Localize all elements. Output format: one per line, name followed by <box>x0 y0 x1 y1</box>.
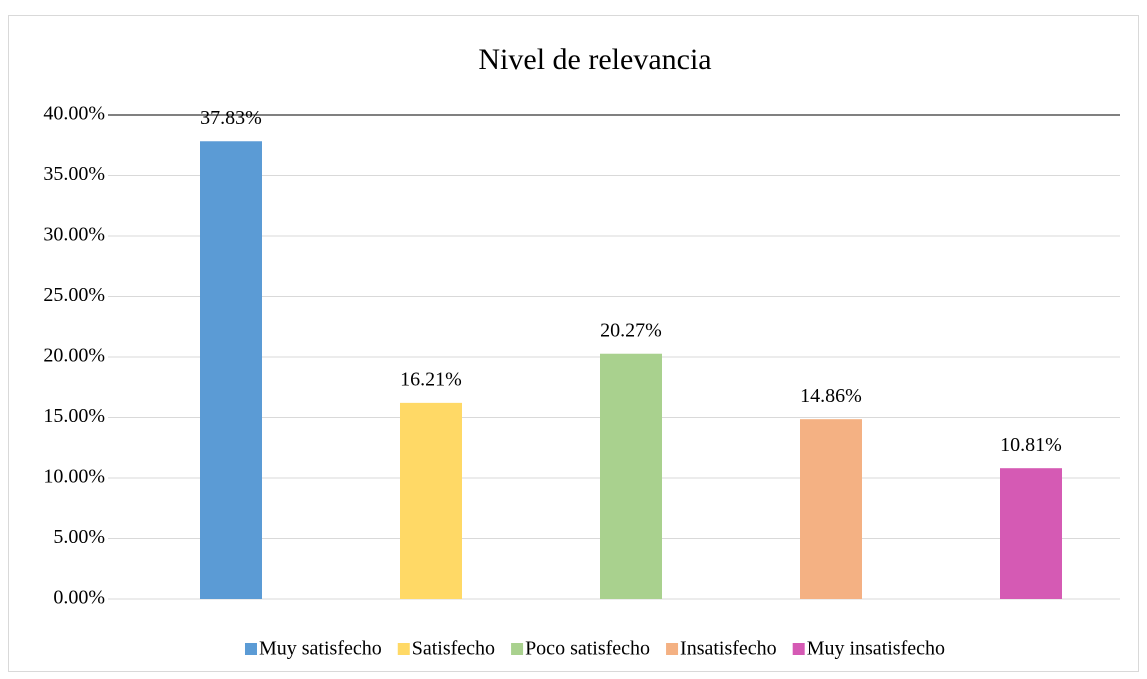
bar <box>800 419 862 599</box>
data-label: 16.21% <box>400 368 462 390</box>
legend-label: Muy satisfecho <box>259 638 382 660</box>
legend-swatch <box>792 643 805 655</box>
chart-border <box>8 15 1139 672</box>
legend-label: Insatisfecho <box>680 638 777 660</box>
legend-label: Muy insatisfecho <box>807 638 945 660</box>
y-tick-label: 30.00% <box>43 224 105 246</box>
y-tick-label: 35.00% <box>43 163 105 185</box>
data-label: 14.86% <box>800 385 862 407</box>
legend-label: Poco satisfecho <box>525 638 650 660</box>
legend-label: Satisfecho <box>412 638 495 660</box>
bar <box>1000 468 1062 599</box>
y-tick-label: 10.00% <box>43 466 105 488</box>
chart-title: Nivel de relevancia <box>478 43 711 76</box>
bar <box>600 353 662 599</box>
y-tick-label: 0.00% <box>53 587 105 609</box>
y-tick-label: 15.00% <box>43 405 105 427</box>
legend-swatch <box>666 643 679 655</box>
data-label: 10.81% <box>1000 434 1062 456</box>
bar <box>400 402 462 599</box>
legend-swatch <box>244 643 257 655</box>
y-tick-label: 5.00% <box>53 526 105 548</box>
bar <box>200 141 262 599</box>
y-tick-label: 40.00% <box>43 103 105 125</box>
y-tick-label: 20.00% <box>43 345 105 367</box>
data-label: 20.27% <box>600 319 662 341</box>
data-label: 37.83% <box>200 107 262 129</box>
legend-swatch <box>511 643 524 655</box>
legend-swatch <box>397 643 410 655</box>
y-tick-label: 25.00% <box>43 284 105 306</box>
